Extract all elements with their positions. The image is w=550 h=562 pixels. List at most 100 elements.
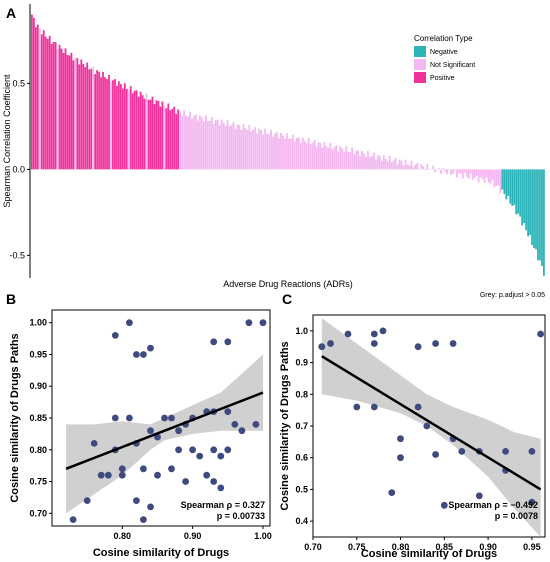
- panel-a-bars: [31, 14, 545, 276]
- bar: [112, 80, 114, 170]
- legend-label-not-significant: Not Significant: [430, 62, 475, 69]
- bar: [242, 124, 245, 170]
- bar: [444, 169, 446, 172]
- bar: [491, 169, 494, 180]
- bar: [236, 124, 239, 170]
- scatter-point: [133, 497, 140, 504]
- bar: [527, 169, 529, 237]
- scatter-point: [344, 330, 352, 338]
- bar: [291, 134, 294, 170]
- bar: [147, 99, 150, 170]
- bar: [343, 152, 346, 170]
- scatter-point: [388, 489, 396, 496]
- x-tick-label: 0.80: [392, 542, 410, 552]
- scatter-point: [231, 421, 239, 428]
- bar: [260, 130, 263, 170]
- bar: [52, 42, 55, 170]
- x-tick-label: 0.80: [114, 531, 132, 541]
- bar: [204, 115, 207, 170]
- bar: [454, 169, 456, 171]
- panel-b-annotation-rho: Spearman ρ = 0.327: [181, 500, 265, 510]
- scatter-point: [370, 403, 378, 411]
- bar: [331, 149, 334, 170]
- bar: [157, 101, 160, 170]
- bar: [171, 108, 174, 170]
- scatter-point: [318, 343, 326, 351]
- bar: [246, 129, 249, 170]
- scatter-point: [147, 427, 154, 435]
- bar: [424, 169, 427, 170]
- bar: [537, 169, 539, 261]
- bar: [129, 86, 132, 170]
- bar: [133, 90, 136, 170]
- bar: [240, 129, 243, 170]
- bar: [159, 106, 162, 170]
- bar: [58, 44, 61, 170]
- scatter-point: [224, 446, 232, 454]
- bar: [519, 169, 522, 217]
- scatter-point: [224, 338, 232, 346]
- bar: [143, 98, 146, 170]
- bar: [282, 135, 284, 170]
- bar: [254, 127, 257, 170]
- bar: [384, 158, 387, 170]
- bar: [363, 153, 365, 170]
- scatter-point: [432, 340, 439, 347]
- bar: [305, 143, 308, 170]
- bar: [499, 169, 502, 194]
- bar: [135, 90, 138, 170]
- bar: [335, 145, 338, 170]
- bar: [380, 160, 383, 170]
- x-tick-label: 0.90: [479, 542, 497, 552]
- bar: [278, 138, 280, 170]
- scatter-point: [147, 503, 154, 511]
- bar: [88, 69, 91, 170]
- bar: [396, 164, 399, 170]
- scatter-point: [90, 440, 98, 447]
- x-tick-label: 0.90: [184, 531, 202, 541]
- bar: [525, 169, 528, 231]
- bar: [531, 169, 533, 246]
- scatter-point: [537, 330, 544, 338]
- significance-note: Grey: p.adjust > 0.05: [480, 292, 545, 299]
- bar: [151, 96, 154, 170]
- bar: [280, 132, 282, 170]
- bar: [80, 59, 83, 170]
- panel-b-fit-line: [65, 391, 264, 470]
- bar: [313, 139, 316, 170]
- bar: [98, 71, 100, 170]
- bar: [258, 128, 261, 170]
- legend-swatch-positive: [414, 72, 426, 83]
- bar: [127, 89, 130, 170]
- scatter-point: [210, 446, 218, 454]
- bar: [481, 169, 484, 179]
- scatter-point: [397, 435, 404, 443]
- y-tick-label: 0.4: [295, 516, 308, 526]
- y-tick-label: 0.5: [12, 78, 25, 88]
- bar: [369, 156, 371, 170]
- bar: [307, 138, 310, 170]
- bar: [179, 111, 182, 170]
- y-tick-label: 0.85: [29, 413, 47, 423]
- bar: [62, 53, 65, 170]
- legend-swatch-not-significant: [414, 59, 426, 70]
- bar: [137, 96, 140, 170]
- bar: [123, 83, 126, 170]
- bar: [339, 146, 342, 170]
- bar: [430, 169, 433, 170]
- bar: [410, 160, 413, 170]
- bar: [230, 125, 233, 170]
- bar: [145, 93, 148, 170]
- panel-b-x-axis-label: Cosine similarity of Drugs: [93, 547, 229, 559]
- panel-c-y-ticks: 0.4 0.5 0.6 0.7 0.8 0.9 1.0: [295, 326, 313, 526]
- bar: [323, 141, 326, 170]
- panel-b-x-ticks: 0.80 0.90 1.00: [114, 526, 272, 541]
- bar: [38, 28, 41, 170]
- bar: [337, 151, 340, 170]
- bar: [40, 34, 43, 170]
- bar: [248, 124, 251, 170]
- scatter-point: [175, 427, 183, 435]
- scatter-point: [140, 516, 147, 523]
- bar: [541, 169, 543, 267]
